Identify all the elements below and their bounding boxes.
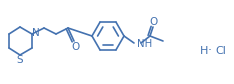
Text: O: O [150,17,158,27]
Text: N: N [32,28,40,38]
Text: O: O [71,41,79,51]
Text: Cl: Cl [215,46,226,56]
Text: NH: NH [137,39,152,49]
Text: S: S [17,55,23,65]
Text: ·: · [208,45,212,58]
Text: H: H [200,46,208,56]
